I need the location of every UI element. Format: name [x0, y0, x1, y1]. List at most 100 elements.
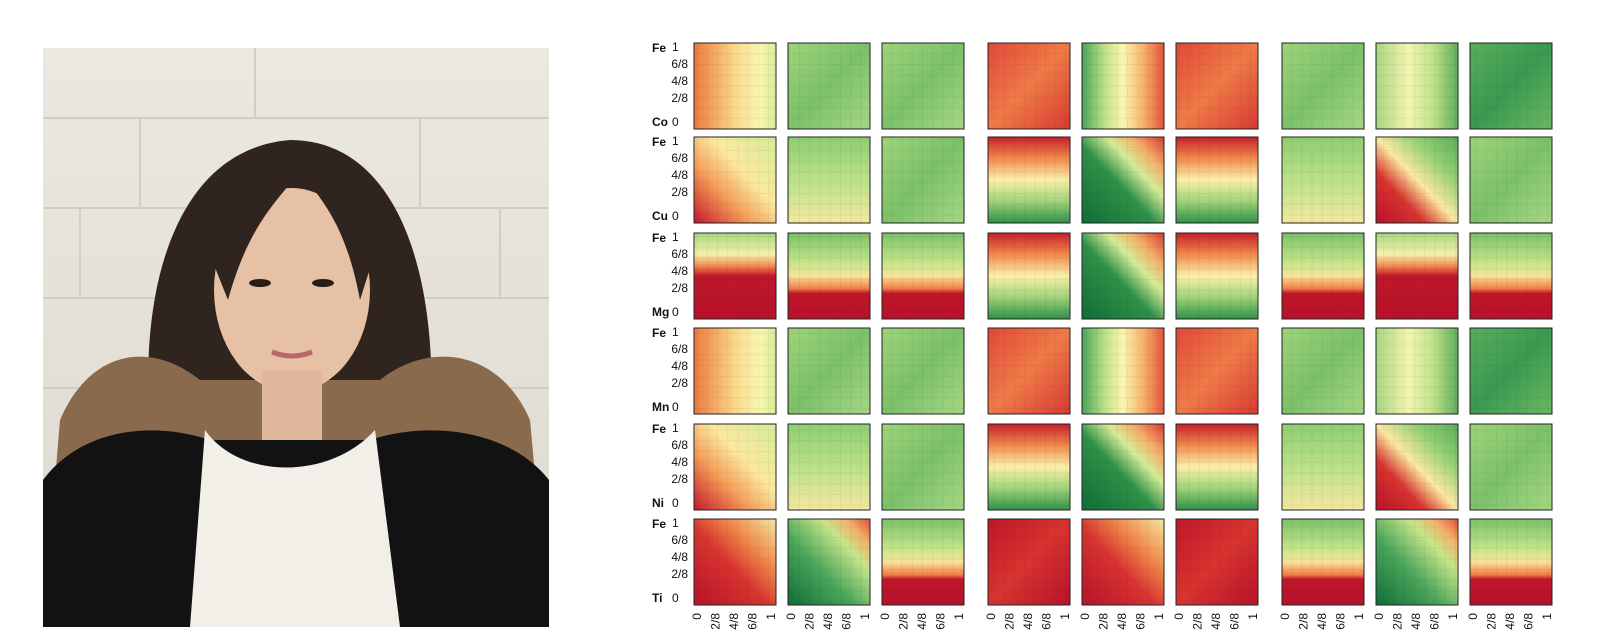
y-tick-label: 4/8 [671, 264, 688, 278]
slide: FeCo16/84/82/80FeCu16/84/82/80FeMg16/84/… [0, 0, 1605, 643]
y-tick-label: 2/8 [671, 376, 688, 390]
heatmap-cells [1376, 43, 1458, 129]
x-tick-label: 0 [1078, 613, 1092, 620]
y-tick-label: 0 [672, 209, 679, 223]
heatmap-cells [1470, 43, 1552, 129]
x-tick-label: 0 [690, 613, 704, 620]
heatmap-cells [788, 43, 870, 129]
heatmap-cells [988, 424, 1070, 510]
element-label-bottom: Co [652, 115, 668, 129]
heatmap-cells [1282, 233, 1364, 319]
heatmap-cells [694, 328, 776, 414]
x-tick-label: 2/8 [803, 613, 817, 630]
heatmap-cells [788, 233, 870, 319]
y-tick-label: 6/8 [671, 57, 688, 71]
y-tick-label: 0 [672, 400, 679, 414]
y-tick-label: 6/8 [671, 151, 688, 165]
x-tick-label: 2/8 [1485, 613, 1499, 630]
y-tick-label: 1 [672, 40, 679, 54]
heatmap-cells [988, 137, 1070, 223]
heatmap-cells [882, 424, 964, 510]
heatmap-cells [1376, 137, 1458, 223]
heatmap-cells [1082, 519, 1164, 605]
heatmap-grid [694, 43, 1552, 605]
heatmap-cells [1282, 519, 1364, 605]
heatmap-cells [1082, 137, 1164, 223]
heatmap-cells [1470, 233, 1552, 319]
y-tick-label: 1 [672, 134, 679, 148]
x-tick-label: 6/8 [1428, 613, 1442, 630]
heatmap-cells [988, 519, 1070, 605]
heatmap-cells [1176, 43, 1258, 129]
x-tick-label: 0 [878, 613, 892, 620]
y-tick-label: 2/8 [671, 567, 688, 581]
x-tick-label: 1 [764, 613, 778, 620]
x-tick-label: 4/8 [1503, 613, 1517, 630]
x-tick-label: 2/8 [1003, 613, 1017, 630]
x-tick-label: 6/8 [1522, 613, 1536, 630]
y-tick-label: 4/8 [671, 359, 688, 373]
y-tick-label: 1 [672, 230, 679, 244]
y-tick-label: 6/8 [671, 247, 688, 261]
x-tick-label: 4/8 [1021, 613, 1035, 630]
x-tick-label: 6/8 [1228, 613, 1242, 630]
x-tick-label: 6/8 [1134, 613, 1148, 630]
heatmap-cells [988, 328, 1070, 414]
y-tick-label: 6/8 [671, 438, 688, 452]
y-tick-label: 0 [672, 591, 679, 605]
x-tick-label: 2/8 [1191, 613, 1205, 630]
x-tick-label: 2/8 [709, 613, 723, 630]
x-tick-label: 4/8 [915, 613, 929, 630]
heatmap-cells [1470, 137, 1552, 223]
x-tick-label: 0 [1172, 613, 1186, 620]
y-tick-label: 2/8 [671, 281, 688, 295]
y-tick-label: 6/8 [671, 533, 688, 547]
x-tick-label: 2/8 [1297, 613, 1311, 630]
x-tick-label: 1 [1152, 613, 1166, 620]
y-tick-label: 2/8 [671, 185, 688, 199]
heatmap-cells [882, 328, 964, 414]
x-tick-label: 1 [1352, 613, 1366, 620]
heatmap-cells [1470, 519, 1552, 605]
y-tick-label: 1 [672, 421, 679, 435]
heatmap-cells [1176, 424, 1258, 510]
x-tick-label: 6/8 [746, 613, 760, 630]
heatmap-cells [1470, 328, 1552, 414]
heatmap-cells [694, 233, 776, 319]
element-label-bottom: Cu [652, 209, 668, 223]
x-tick-label: 1 [1540, 613, 1554, 620]
y-tick-label: 2/8 [671, 91, 688, 105]
heatmap-cells [1376, 424, 1458, 510]
element-label-bottom: Mn [652, 400, 669, 414]
x-tick-label: 6/8 [840, 613, 854, 630]
heatmap-cells [1282, 43, 1364, 129]
heatmap-cells [882, 233, 964, 319]
x-tick-label: 0 [984, 613, 998, 620]
element-label-top: Fe [652, 231, 666, 245]
heatmap-cells [1176, 328, 1258, 414]
x-tick-label: 6/8 [934, 613, 948, 630]
heatmap-cells [1282, 424, 1364, 510]
heatmap-cells [882, 43, 964, 129]
x-tick-label: 6/8 [1040, 613, 1054, 630]
heatmap-cells [1082, 328, 1164, 414]
heatmap-cells [788, 328, 870, 414]
x-tick-label: 0 [1278, 613, 1292, 620]
y-tick-label: 0 [672, 305, 679, 319]
x-tick-label: 1 [952, 613, 966, 620]
heatmap-cells [1082, 424, 1164, 510]
x-tick-label: 4/8 [821, 613, 835, 630]
heatmap-cells [1376, 519, 1458, 605]
heatmap-cells [1176, 233, 1258, 319]
x-tick-label: 0 [1466, 613, 1480, 620]
x-tick-label: 4/8 [1409, 613, 1423, 630]
heatmap-cells [1176, 137, 1258, 223]
x-tick-label: 0 [1372, 613, 1386, 620]
heatmap-cells [1376, 233, 1458, 319]
x-tick-label: 1 [1246, 613, 1260, 620]
element-label-top: Fe [652, 326, 666, 340]
x-tick-label: 4/8 [727, 613, 741, 630]
x-tick-label: 4/8 [1115, 613, 1129, 630]
element-label-top: Fe [652, 422, 666, 436]
heatmap-cells [1282, 328, 1364, 414]
